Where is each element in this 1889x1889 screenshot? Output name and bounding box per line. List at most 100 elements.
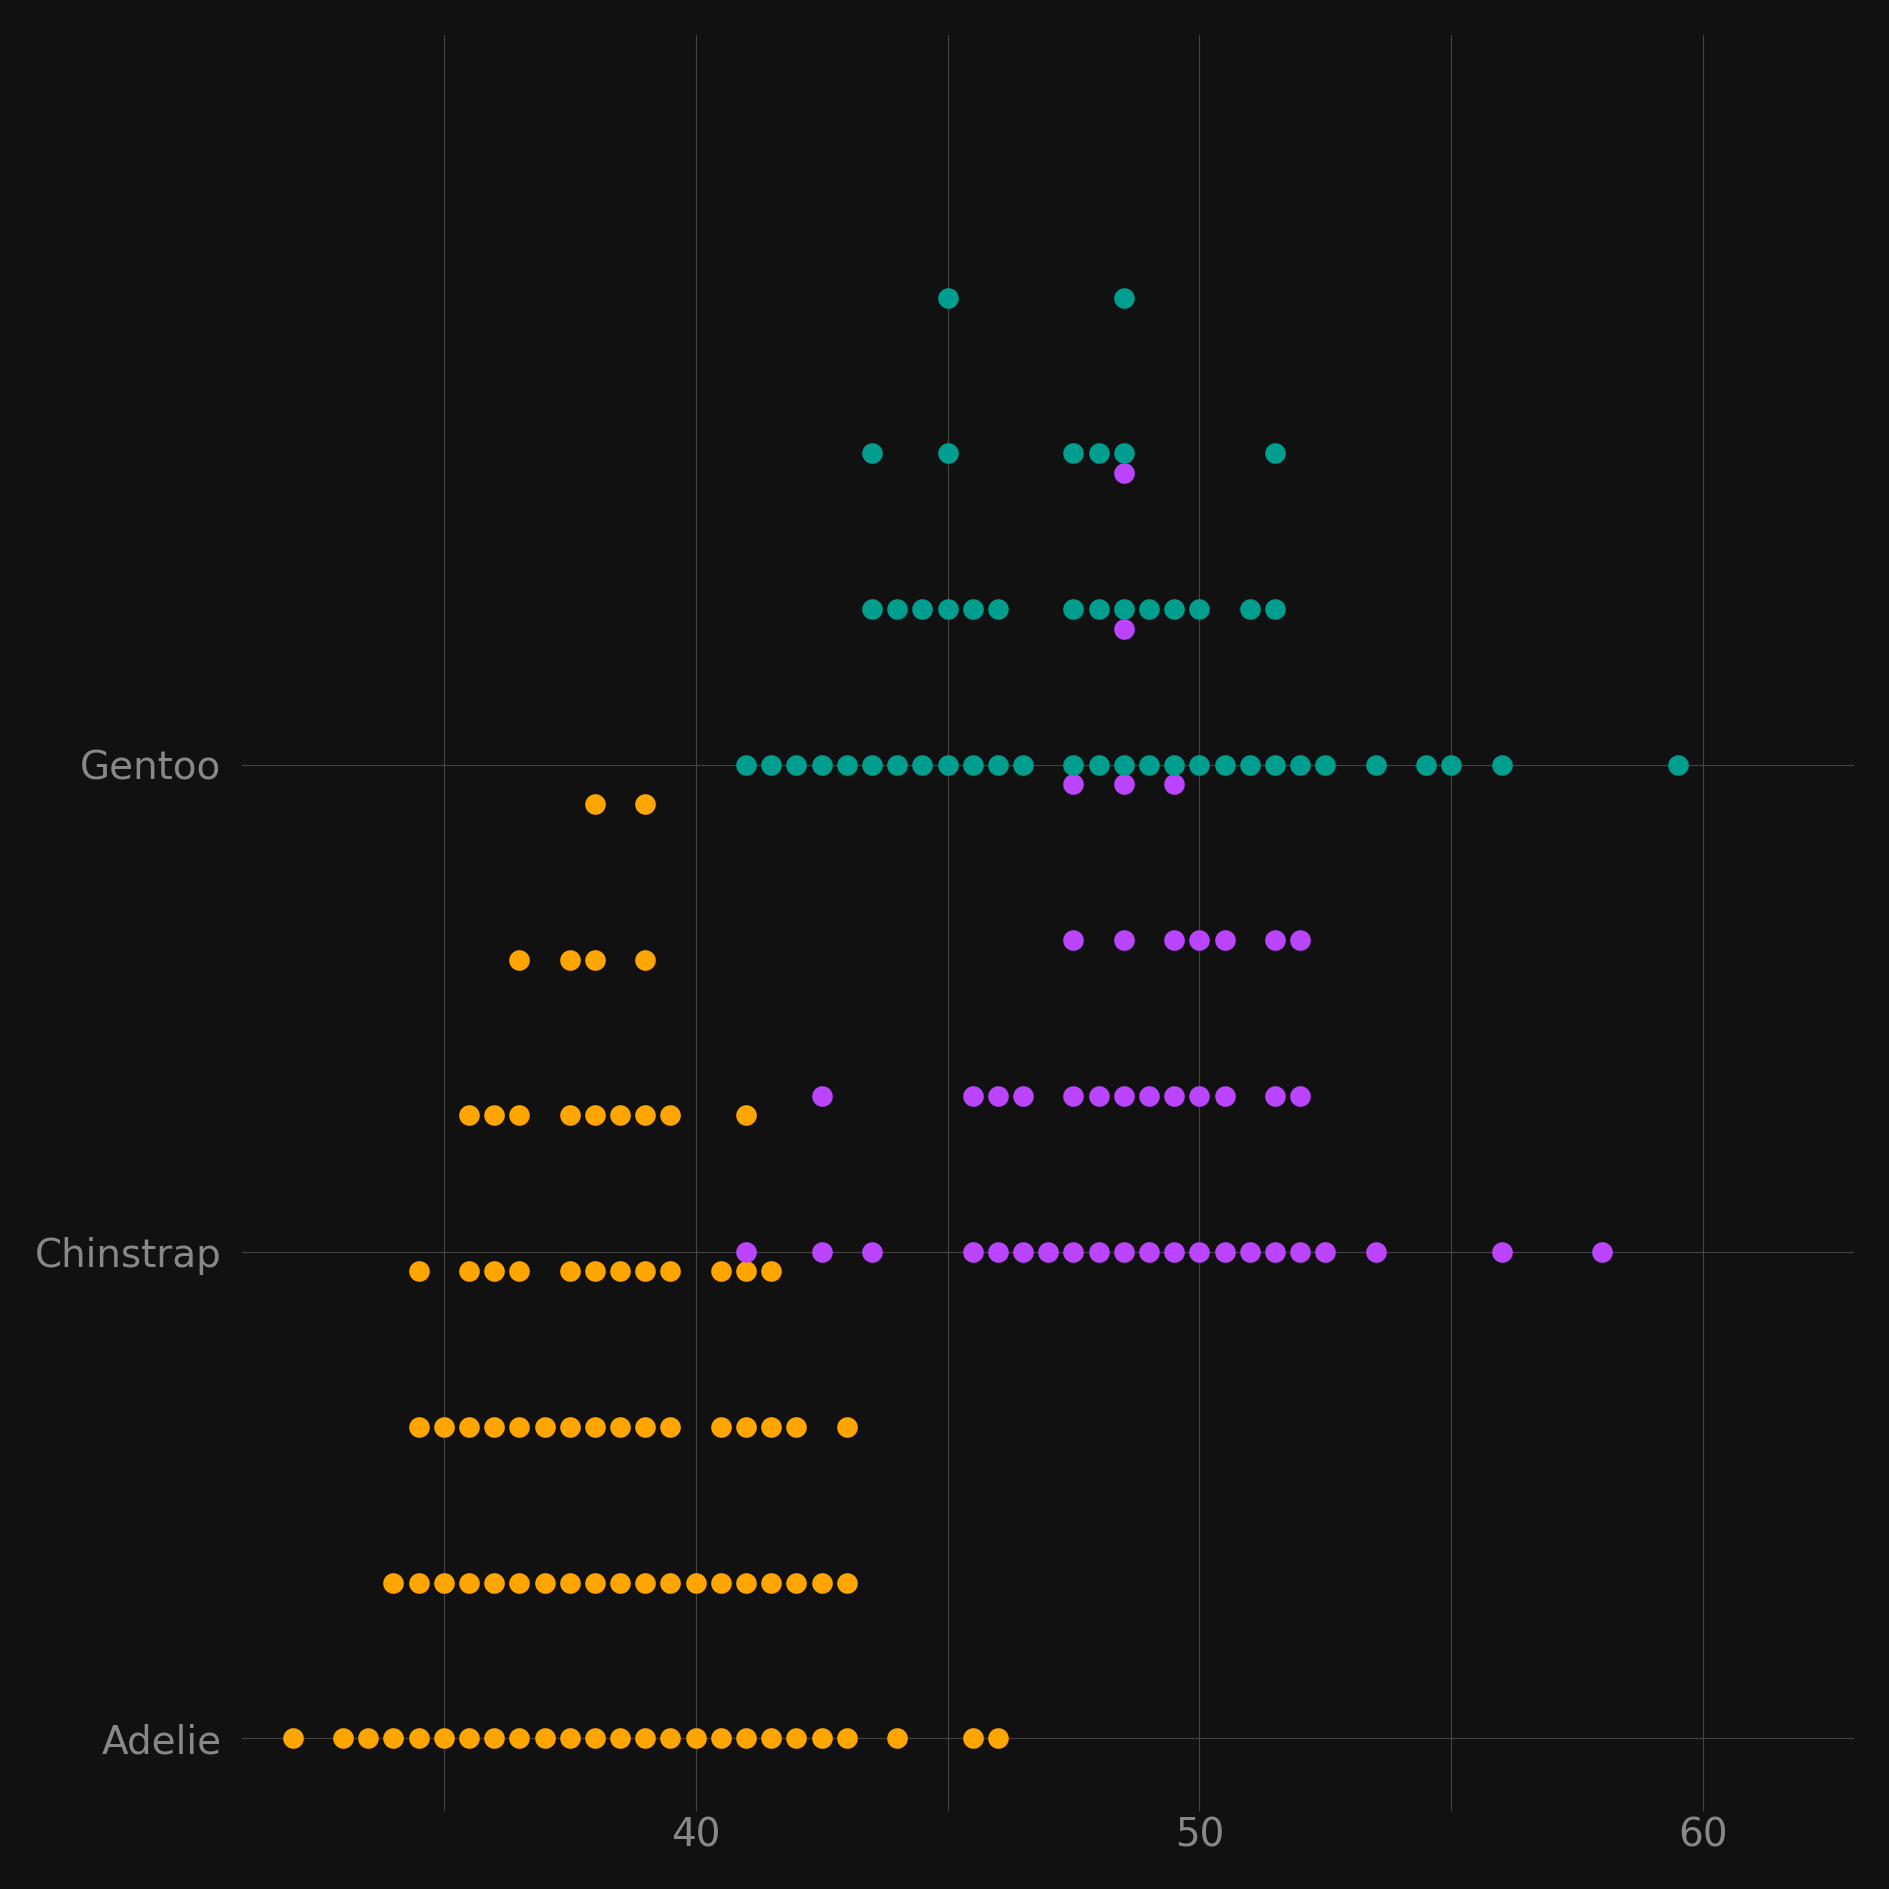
Point: [1058, 1081, 1088, 1111]
Point: [1160, 1081, 1190, 1111]
Point: [831, 750, 861, 780]
Point: [1109, 438, 1139, 468]
Point: [1209, 926, 1239, 956]
Point: [631, 1723, 661, 1753]
Point: [1662, 750, 1693, 780]
Point: [1058, 593, 1088, 623]
Point: [907, 593, 937, 623]
Point: [604, 1256, 635, 1286]
Point: [453, 1256, 484, 1286]
Point: [1360, 750, 1390, 780]
Point: [604, 1568, 635, 1598]
Point: [1235, 1237, 1266, 1268]
Point: [655, 1099, 686, 1130]
Point: [731, 750, 761, 780]
Point: [706, 1411, 737, 1441]
Point: [631, 1411, 661, 1441]
Point: [1009, 750, 1039, 780]
Point: [1184, 926, 1215, 956]
Point: [1084, 438, 1115, 468]
Point: [882, 750, 912, 780]
Point: [958, 1081, 988, 1111]
Point: [655, 1411, 686, 1441]
Point: [404, 1256, 434, 1286]
Point: [858, 750, 888, 780]
Point: [1285, 1081, 1315, 1111]
Point: [480, 1723, 510, 1753]
Point: [858, 1237, 888, 1268]
Point: [1109, 614, 1139, 644]
Point: [807, 1568, 837, 1598]
Point: [1160, 1237, 1190, 1268]
Point: [404, 1723, 434, 1753]
Point: [353, 1723, 383, 1753]
Point: [631, 790, 661, 820]
Point: [1311, 1237, 1341, 1268]
Point: [1209, 750, 1239, 780]
Point: [933, 283, 963, 314]
Point: [580, 1723, 610, 1753]
Point: [555, 1411, 586, 1441]
Point: [982, 1237, 1013, 1268]
Point: [631, 944, 661, 975]
Point: [604, 1099, 635, 1130]
Point: [555, 1099, 586, 1130]
Point: [706, 1256, 737, 1286]
Point: [1009, 1081, 1039, 1111]
Point: [529, 1723, 559, 1753]
Point: [453, 1568, 484, 1598]
Point: [1109, 1237, 1139, 1268]
Point: [782, 1411, 812, 1441]
Point: [1058, 926, 1088, 956]
Point: [1487, 750, 1517, 780]
Point: [958, 1237, 988, 1268]
Point: [1058, 1237, 1088, 1268]
Point: [756, 1256, 786, 1286]
Point: [1160, 593, 1190, 623]
Point: [706, 1568, 737, 1598]
Point: [1285, 926, 1315, 956]
Point: [1058, 438, 1088, 468]
Point: [1411, 750, 1441, 780]
Point: [1285, 1237, 1315, 1268]
Point: [1084, 750, 1115, 780]
Point: [580, 790, 610, 820]
Point: [404, 1411, 434, 1441]
Point: [1260, 438, 1290, 468]
Point: [1058, 750, 1088, 780]
Point: [555, 1723, 586, 1753]
Point: [982, 750, 1013, 780]
Point: [933, 593, 963, 623]
Point: [982, 1081, 1013, 1111]
Point: [480, 1411, 510, 1441]
Point: [1133, 750, 1164, 780]
Point: [1133, 593, 1164, 623]
Point: [782, 1568, 812, 1598]
Point: [278, 1723, 308, 1753]
Point: [655, 1256, 686, 1286]
Point: [1109, 769, 1139, 799]
Point: [782, 1723, 812, 1753]
Point: [1160, 750, 1190, 780]
Point: [858, 593, 888, 623]
Point: [831, 1411, 861, 1441]
Point: [480, 1256, 510, 1286]
Point: [504, 1723, 535, 1753]
Point: [655, 1568, 686, 1598]
Point: [1184, 1081, 1215, 1111]
Point: [1184, 750, 1215, 780]
Point: [1084, 1081, 1115, 1111]
Point: [858, 438, 888, 468]
Point: [429, 1723, 459, 1753]
Point: [631, 1099, 661, 1130]
Point: [1109, 593, 1139, 623]
Point: [1285, 750, 1315, 780]
Point: [731, 1411, 761, 1441]
Point: [631, 1256, 661, 1286]
Point: [1184, 593, 1215, 623]
Point: [882, 1723, 912, 1753]
Point: [604, 1723, 635, 1753]
Point: [807, 1237, 837, 1268]
Point: [1109, 926, 1139, 956]
Point: [1109, 457, 1139, 487]
